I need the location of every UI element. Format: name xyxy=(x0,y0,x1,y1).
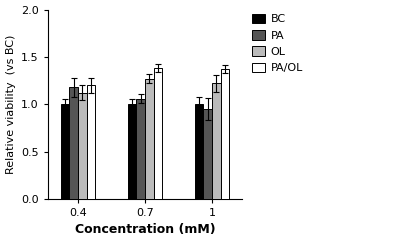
Bar xyxy=(136,98,145,199)
Bar xyxy=(212,83,221,199)
Bar xyxy=(203,109,212,199)
Y-axis label: Relative viability  (vs BC): Relative viability (vs BC) xyxy=(6,35,16,174)
Bar xyxy=(154,68,162,199)
Bar xyxy=(145,79,154,199)
Bar xyxy=(78,93,87,199)
Bar xyxy=(221,69,229,199)
Bar xyxy=(128,104,136,199)
Bar xyxy=(87,85,96,199)
Legend: BC, PA, OL, PA/OL: BC, PA, OL, PA/OL xyxy=(250,11,305,76)
Bar xyxy=(61,104,69,199)
Bar xyxy=(69,87,78,199)
Bar xyxy=(194,104,203,199)
X-axis label: Concentration (mM): Concentration (mM) xyxy=(75,223,215,236)
